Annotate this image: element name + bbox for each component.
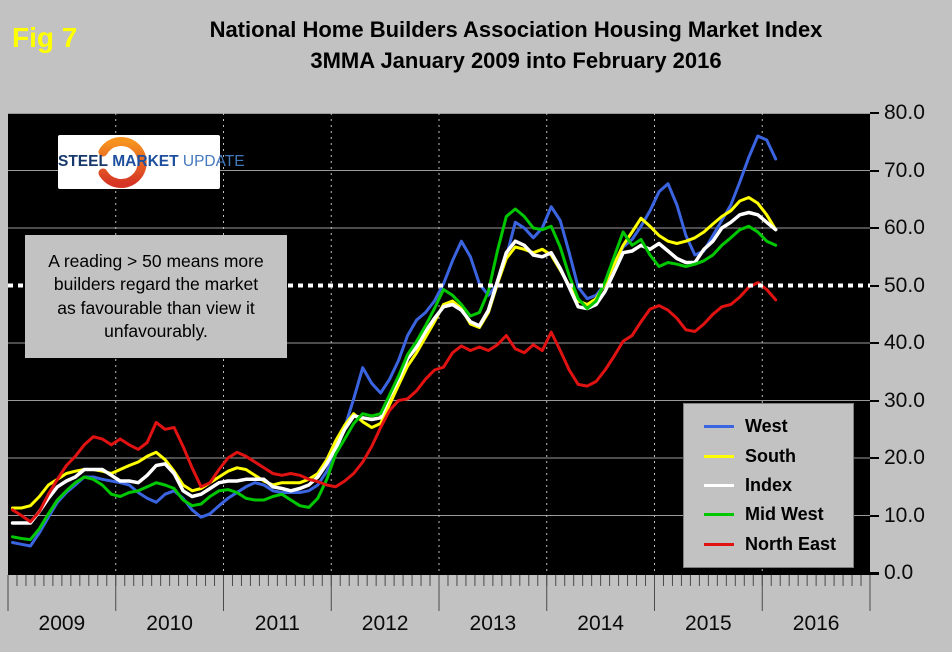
y-tick-label-70: 70.0	[884, 158, 925, 182]
chart-title-line2: 3MMA January 2009 into February 2016	[310, 48, 722, 74]
logo-swoosh-icon	[98, 137, 147, 188]
figure-label: Fig 7	[12, 22, 78, 53]
legend-swatch	[704, 483, 734, 487]
logo-word-update: UPDATE	[182, 153, 245, 170]
chart-title-line1: National Home Builders Association Housi…	[209, 17, 823, 42]
legend-swatch	[704, 454, 734, 458]
x-tick-label-2012: 2012	[361, 612, 409, 635]
legend-item-north-east: North East	[704, 534, 849, 555]
legend: West South Index Mid West North East	[683, 403, 854, 568]
logo-text: STEEL MARKET UPDATE	[58, 153, 245, 171]
steel-market-update-logo: STEEL MARKET UPDATE	[58, 135, 245, 189]
x-tick-label-2016: 2016	[792, 612, 840, 635]
x-tick-label-2015: 2015	[685, 612, 732, 635]
legend-item-mid-west: Mid West	[704, 504, 849, 525]
annotation-box: A reading > 50 means more builders regar…	[25, 235, 287, 359]
y-tick-mark	[870, 399, 879, 402]
legend-item-south: South	[704, 446, 849, 467]
plot-area: STEEL MARKET UPDATE A reading > 50 means…	[8, 113, 870, 573]
x-tick-label-2009: 2009	[38, 612, 86, 635]
y-tick-mark	[870, 284, 879, 287]
legend-swatch	[704, 425, 734, 429]
y-tick-label-50: 50.0	[884, 273, 925, 297]
y-tick-mark	[870, 169, 879, 172]
legend-label: Mid West	[745, 504, 824, 525]
legend-swatch	[704, 542, 734, 546]
legend-swatch	[704, 513, 734, 517]
x-tick-label-2014: 2014	[577, 612, 624, 635]
y-tick-mark	[870, 514, 879, 517]
legend-label: Index	[745, 474, 793, 495]
y-tick-label-80: 80.0	[884, 101, 925, 124]
y-tick-mark	[870, 112, 879, 114]
series-line-north-east	[11, 281, 778, 524]
y-tick-label-60: 60.0	[884, 216, 925, 239]
legend-label: North East	[745, 533, 837, 554]
x-tick-label-2010: 2010	[146, 612, 193, 635]
series-line-south	[11, 196, 778, 510]
y-tick-mark	[870, 227, 879, 229]
x-tick-label-2013: 2013	[469, 612, 517, 635]
y-tick-label-10: 10.0	[884, 503, 925, 527]
legend-label: South	[745, 445, 796, 466]
legend-label: West	[745, 416, 788, 437]
legend-item-west: West	[704, 416, 849, 437]
chart-title: National Home Builders Association Housi…	[95, 14, 937, 76]
series-line-west	[11, 134, 778, 548]
y-tick-label-20: 20.0	[884, 446, 925, 469]
legend-item-index: Index	[704, 475, 849, 496]
y-tick-mark	[870, 457, 879, 459]
y-tick-mark	[870, 342, 879, 344]
y-tick-label-40: 40.0	[884, 331, 925, 354]
y-tick-label-30: 30.0	[884, 388, 925, 412]
series-line-mid-west	[11, 207, 778, 542]
x-tick-label-2011: 2011	[254, 612, 300, 635]
y-tick-label-0: 0.0	[884, 561, 914, 584]
x-axis	[7, 573, 879, 611]
logo-word-steel: STEEL	[58, 153, 108, 170]
logo-word-market: MARKET	[112, 153, 179, 170]
